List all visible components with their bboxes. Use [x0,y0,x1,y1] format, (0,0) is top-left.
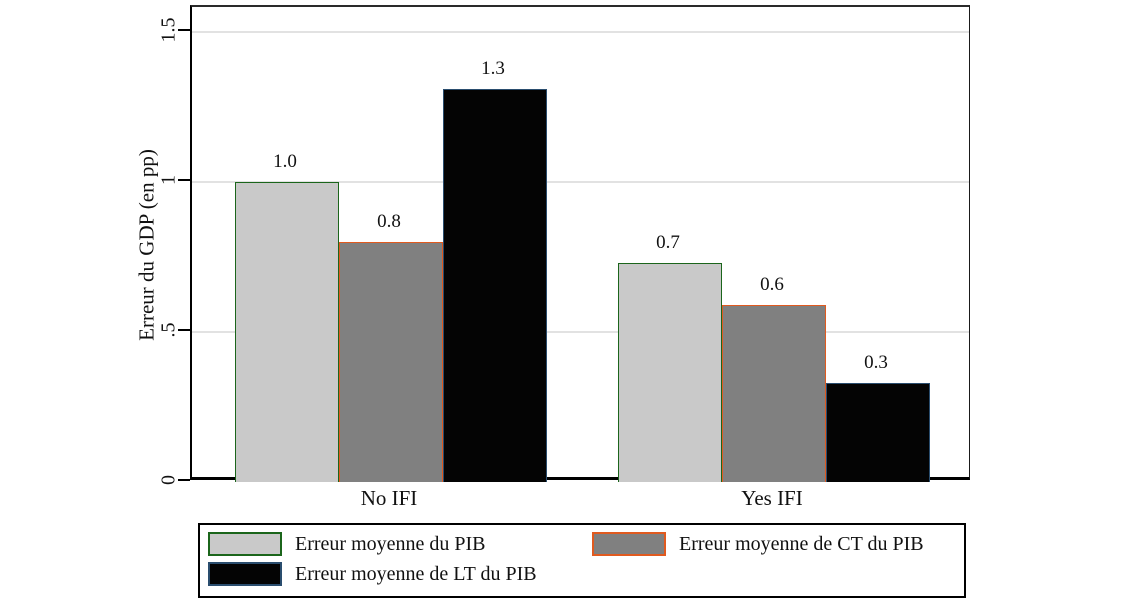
x-category-label-no-ifi: No IFI [360,486,418,510]
bar-series1-no-ifi [339,242,443,482]
plot-area [190,5,970,482]
bar-value-label: 0.7 [656,232,680,253]
gridline-y-.5 [192,331,969,333]
bar-series0-no-ifi [235,182,339,482]
legend-label: Erreur moyenne du PIB [295,532,486,555]
y-axis-title: Erreur du GDP (en pp) [134,149,159,341]
legend-swatch-st-gdp-error [592,532,666,556]
legend-item: Erreur moyenne de CT du PIB [592,532,924,556]
bar-series0-yes-ifi [618,263,722,482]
y-axis-tick [178,29,190,31]
legend-label: Erreur moyenne de CT du PIB [679,532,924,555]
bar-value-label: 0.3 [864,352,888,373]
legend-item: Erreur moyenne du PIB [208,532,486,556]
bar-value-label: 0.8 [377,211,401,232]
legend: Erreur moyenne du PIB Erreur moyenne de … [198,523,966,598]
bar-series1-yes-ifi [722,305,826,482]
gridline-y-1 [192,181,969,183]
bar-series2-yes-ifi [826,383,930,482]
bar-value-label: 0.6 [760,274,784,295]
y-axis-tick [178,179,190,181]
legend-swatch-mean-gdp-error [208,532,282,556]
legend-label: Erreur moyenne de LT du PIB [295,562,537,585]
y-axis-tick [178,479,190,481]
gridline-y-1.5 [192,31,969,33]
x-category-label-yes-ifi: Yes IFI [741,486,803,510]
bar-value-label: 1.3 [481,58,505,79]
legend-item: Erreur moyenne de LT du PIB [208,562,537,586]
y-axis-tick [178,329,190,331]
legend-swatch-lt-gdp-error [208,562,282,586]
bar-value-label: 1.0 [273,151,297,172]
bar-series2-no-ifi [443,89,547,482]
